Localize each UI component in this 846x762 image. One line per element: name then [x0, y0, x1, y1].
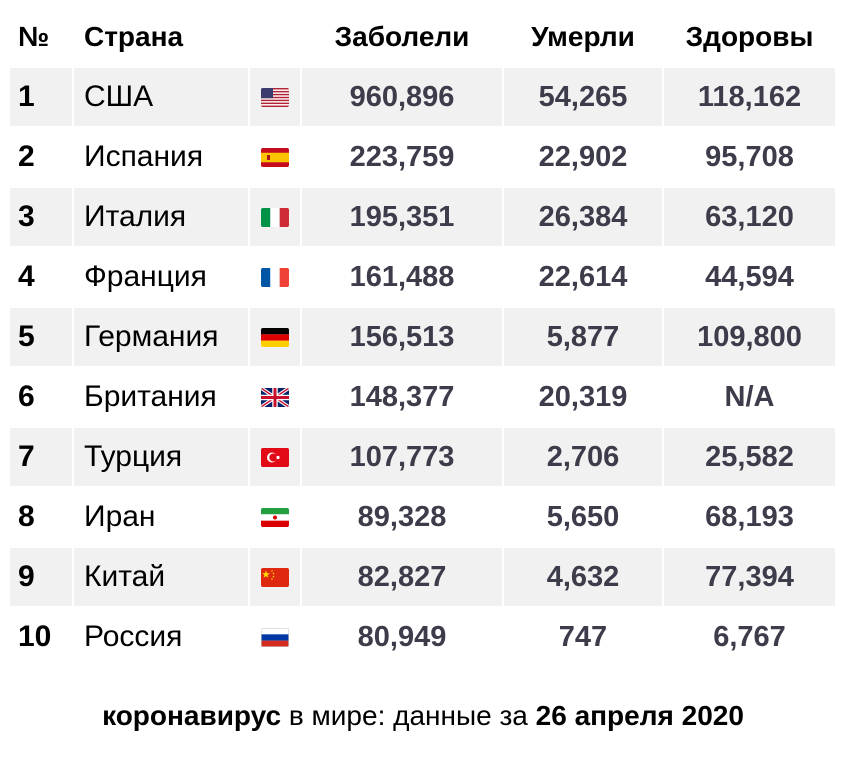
rank-cell: 2 — [10, 128, 74, 188]
country-cell: Италия — [74, 188, 250, 248]
table-header-row: № Страна Заболели Умерли Здоровы — [10, 8, 835, 68]
turkey-flag-icon — [261, 447, 289, 467]
recovered-cell: 68,193 — [664, 488, 835, 548]
header-country: Страна — [74, 8, 250, 68]
deaths-cell: 4,632 — [504, 548, 664, 608]
table-row: 6 Британия 148,377 20,319 N/A — [10, 368, 835, 428]
flag-cell — [250, 428, 302, 488]
table-row: 5 Германия 156,513 5,877 109,800 — [10, 308, 835, 368]
flag-cell — [250, 68, 302, 128]
deaths-cell: 20,319 — [504, 368, 664, 428]
flag-cell — [250, 188, 302, 248]
table-row: 8 Иран 89,328 5,650 68,193 — [10, 488, 835, 548]
caption: коронавирус в мире: данные за 26 апреля … — [0, 700, 846, 732]
recovered-cell: N/A — [664, 368, 835, 428]
country-cell: Франция — [74, 248, 250, 308]
table-row: 10 Россия 80,949 747 6,767 — [10, 608, 835, 668]
flag-cell — [250, 248, 302, 308]
deaths-cell: 26,384 — [504, 188, 664, 248]
germany-flag-icon — [261, 327, 289, 347]
country-cell: США — [74, 68, 250, 128]
flag-cell — [250, 488, 302, 548]
header-num: № — [10, 8, 74, 68]
cases-cell: 80,949 — [302, 608, 504, 668]
china-flag-icon — [261, 567, 289, 587]
cases-cell: 161,488 — [302, 248, 504, 308]
header-recovered: Здоровы — [664, 8, 835, 68]
table-row: 4 Франция 161,488 22,614 44,594 — [10, 248, 835, 308]
flag-cell — [250, 128, 302, 188]
rank-cell: 10 — [10, 608, 74, 668]
italy-flag-icon — [261, 207, 289, 227]
country-cell: Испания — [74, 128, 250, 188]
covid-stats-table: № Страна Заболели Умерли Здоровы 1 США 960… — [10, 8, 835, 668]
caption-date: 26 апреля 2020 — [535, 700, 744, 731]
table-row: 2 Испания 223,759 22,902 95,708 — [10, 128, 835, 188]
deaths-cell: 5,877 — [504, 308, 664, 368]
header-cases: Заболели — [302, 8, 504, 68]
caption-topic: коронавирус — [102, 700, 282, 731]
usa-flag-icon — [261, 87, 289, 107]
flag-cell — [250, 548, 302, 608]
caption-middle: в мире: данные за — [281, 700, 536, 731]
rank-cell: 9 — [10, 548, 74, 608]
country-cell: Иран — [74, 488, 250, 548]
flag-cell — [250, 368, 302, 428]
recovered-cell: 77,394 — [664, 548, 835, 608]
spain-flag-icon — [261, 147, 289, 167]
rank-cell: 5 — [10, 308, 74, 368]
rank-cell: 6 — [10, 368, 74, 428]
rank-cell: 7 — [10, 428, 74, 488]
uk-flag-icon — [261, 387, 289, 407]
deaths-cell: 54,265 — [504, 68, 664, 128]
rank-cell: 4 — [10, 248, 74, 308]
recovered-cell: 25,582 — [664, 428, 835, 488]
recovered-cell: 95,708 — [664, 128, 835, 188]
cases-cell: 107,773 — [302, 428, 504, 488]
flag-cell — [250, 608, 302, 668]
recovered-cell: 44,594 — [664, 248, 835, 308]
table-row: 3 Италия 195,351 26,384 63,120 — [10, 188, 835, 248]
deaths-cell: 22,902 — [504, 128, 664, 188]
cases-cell: 89,328 — [302, 488, 504, 548]
country-cell: Китай — [74, 548, 250, 608]
recovered-cell: 6,767 — [664, 608, 835, 668]
cases-cell: 223,759 — [302, 128, 504, 188]
country-cell: Британия — [74, 368, 250, 428]
flag-cell — [250, 308, 302, 368]
russia-flag-icon — [261, 627, 289, 647]
deaths-cell: 5,650 — [504, 488, 664, 548]
country-cell: Россия — [74, 608, 250, 668]
country-cell: Германия — [74, 308, 250, 368]
cases-cell: 156,513 — [302, 308, 504, 368]
rank-cell: 8 — [10, 488, 74, 548]
header-flag-spacer — [250, 8, 302, 68]
recovered-cell: 109,800 — [664, 308, 835, 368]
iran-flag-icon — [261, 507, 289, 527]
cases-cell: 82,827 — [302, 548, 504, 608]
cases-cell: 195,351 — [302, 188, 504, 248]
deaths-cell: 2,706 — [504, 428, 664, 488]
table-row: 7 Турция 107,773 2,706 25,582 — [10, 428, 835, 488]
table-row: 9 Китай 82,827 4,632 77,394 — [10, 548, 835, 608]
rank-cell: 1 — [10, 68, 74, 128]
recovered-cell: 63,120 — [664, 188, 835, 248]
header-deaths: Умерли — [504, 8, 664, 68]
cases-cell: 960,896 — [302, 68, 504, 128]
rank-cell: 3 — [10, 188, 74, 248]
france-flag-icon — [261, 267, 289, 287]
deaths-cell: 747 — [504, 608, 664, 668]
table-row: 1 США 960,896 54,265 118,162 — [10, 68, 835, 128]
country-cell: Турция — [74, 428, 250, 488]
deaths-cell: 22,614 — [504, 248, 664, 308]
recovered-cell: 118,162 — [664, 68, 835, 128]
cases-cell: 148,377 — [302, 368, 504, 428]
